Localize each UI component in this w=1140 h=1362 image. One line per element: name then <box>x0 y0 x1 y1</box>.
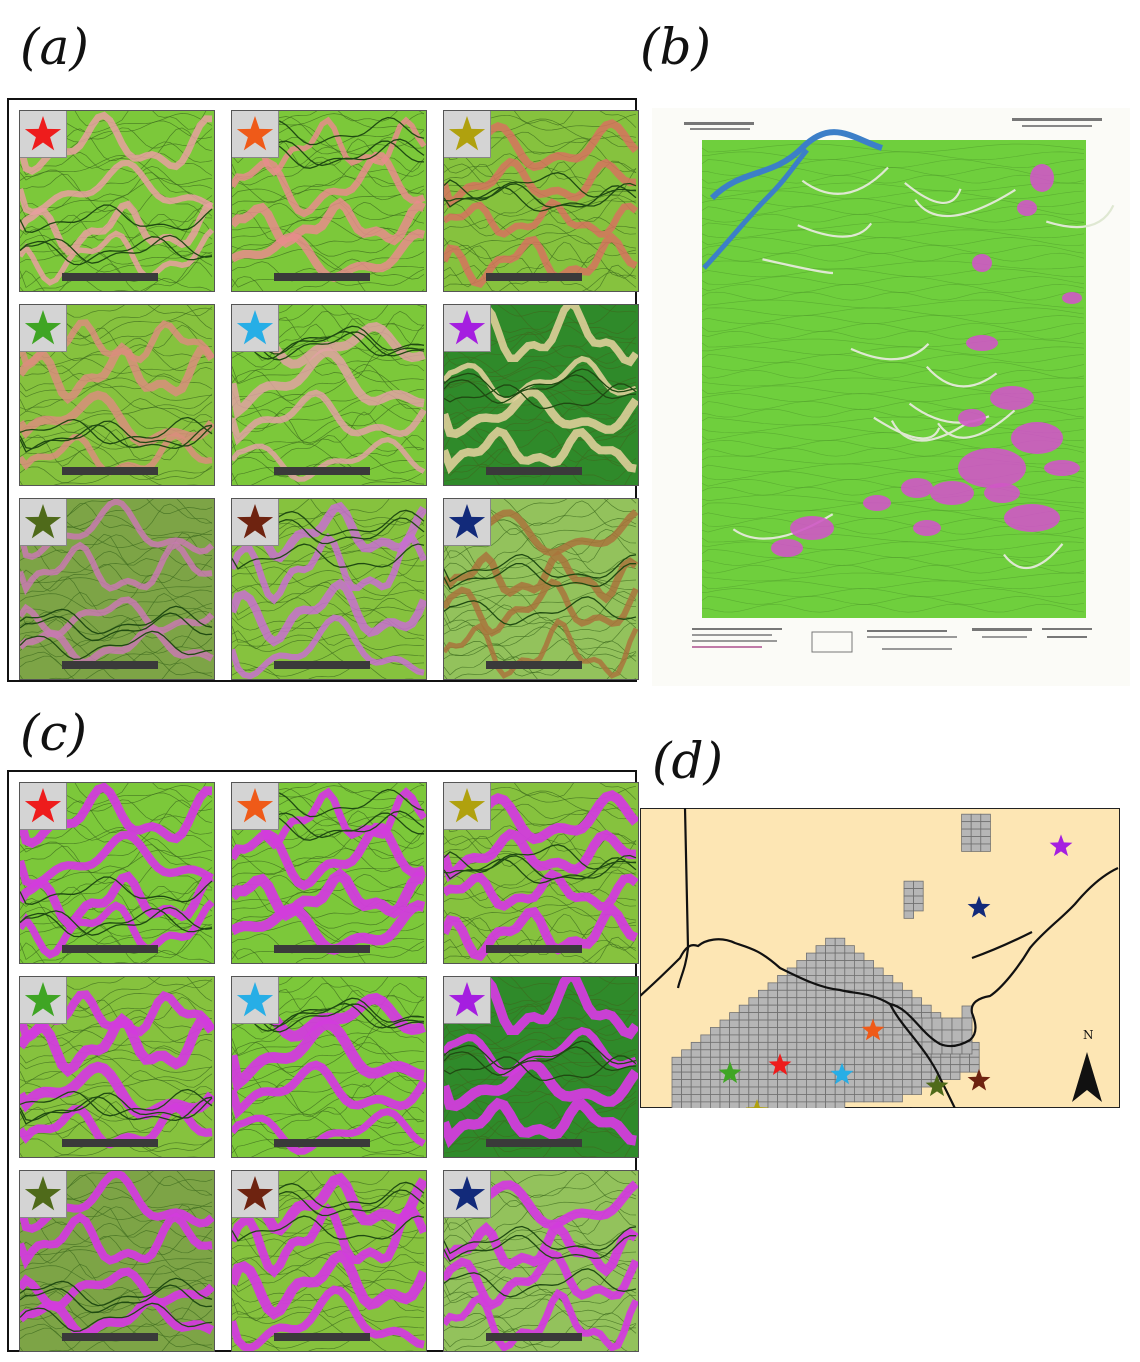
source-map-tile-green <box>19 304 215 486</box>
scale-bar <box>274 1333 370 1341</box>
region-star-navy <box>967 895 991 918</box>
star-icon <box>448 116 486 151</box>
scale-bar <box>274 661 370 669</box>
source-map-tile-brown <box>231 498 427 680</box>
scale-bar <box>274 467 370 475</box>
region-star-red <box>768 1053 792 1075</box>
panel-label-c: (c) <box>20 704 88 762</box>
segmented-map-tile-green <box>19 976 215 1158</box>
star-marker-brown <box>232 499 279 546</box>
star-icon <box>236 310 274 345</box>
star-icon <box>24 116 62 151</box>
scale-bar <box>486 661 582 669</box>
scale-bar <box>62 945 158 953</box>
scale-bar <box>274 1139 370 1147</box>
star-marker-navy <box>444 1171 491 1218</box>
scale-bar <box>62 661 158 669</box>
region-star-darkgreen <box>925 1074 949 1097</box>
star-marker-orange <box>232 783 279 830</box>
region-star-brown <box>967 1068 991 1091</box>
star-marker-lightblue <box>232 305 279 352</box>
star-marker-lightblue <box>232 977 279 1024</box>
topographic-quadrangle-map <box>652 108 1130 686</box>
region-star-purple <box>1049 834 1073 857</box>
segmented-map-tile-navy <box>443 1170 639 1352</box>
star-icon <box>24 982 62 1017</box>
segmented-map-tile-purple <box>443 976 639 1158</box>
panel-label-b: (b) <box>640 18 712 76</box>
source-map-tile-darkgreen <box>19 498 215 680</box>
panel-c-tile-grid <box>7 770 639 1352</box>
source-map-tile-purple <box>443 304 639 486</box>
regional-index-map: N <box>639 807 1121 1300</box>
river <box>709 129 883 201</box>
scale-bar <box>62 1333 158 1341</box>
panel-label-d: (d) <box>652 732 724 790</box>
north-arrow-icon <box>1072 1052 1102 1102</box>
star-marker-olive <box>444 783 491 830</box>
segmented-map-tile-orange <box>231 782 427 964</box>
star-icon <box>24 310 62 345</box>
source-map-tile-red <box>19 110 215 292</box>
star-marker-darkgreen <box>20 1171 67 1218</box>
star-marker-red <box>20 111 67 158</box>
star-icon <box>448 788 486 823</box>
scale-bar <box>486 273 582 281</box>
region-star-lightblue <box>830 1062 854 1085</box>
star-marker-purple <box>444 977 491 1024</box>
segmented-map-tile-lightblue <box>231 976 427 1158</box>
scale-bar <box>62 273 158 281</box>
segmented-map-tile-olive <box>443 782 639 964</box>
segmented-map-tile-brown <box>231 1170 427 1352</box>
scale-bar <box>62 467 158 475</box>
star-icon <box>24 1176 62 1211</box>
star-icon <box>448 504 486 539</box>
star-marker-red <box>20 783 67 830</box>
star-marker-brown <box>232 1171 279 1218</box>
region-star-green <box>718 1061 742 1084</box>
highlighted-terrain <box>771 164 1082 557</box>
star-marker-green <box>20 977 67 1024</box>
source-map-tile-olive <box>443 110 639 292</box>
scale-bar <box>274 273 370 281</box>
star-icon <box>448 310 486 345</box>
source-map-tile-lightblue <box>231 304 427 486</box>
star-icon <box>236 504 274 539</box>
panel-a-tile-grid <box>7 98 639 682</box>
star-icon <box>236 116 274 151</box>
region-star-orange <box>861 1018 885 1041</box>
star-marker-olive <box>444 111 491 158</box>
scale-bar <box>62 1139 158 1147</box>
scale-bar <box>274 945 370 953</box>
star-icon <box>236 982 274 1017</box>
star-icon <box>24 788 62 823</box>
scale-bar <box>486 1139 582 1147</box>
north-label: N <box>1083 1028 1094 1042</box>
source-map-tile-navy <box>443 498 639 680</box>
star-icon <box>448 1176 486 1211</box>
scale-bar <box>486 467 582 475</box>
segmented-map-tile-darkgreen <box>19 1170 215 1352</box>
scale-bar <box>486 945 582 953</box>
star-marker-navy <box>444 499 491 546</box>
star-icon <box>448 982 486 1017</box>
star-marker-darkgreen <box>20 499 67 546</box>
scale-bar <box>486 1333 582 1341</box>
segmented-map-tile-red <box>19 782 215 964</box>
star-marker-green <box>20 305 67 352</box>
star-icon <box>24 504 62 539</box>
panel-label-a: (a) <box>20 18 89 76</box>
star-marker-purple <box>444 305 491 352</box>
star-marker-orange <box>232 111 279 158</box>
source-map-tile-orange <box>231 110 427 292</box>
star-icon <box>236 1176 274 1211</box>
star-icon <box>236 788 274 823</box>
